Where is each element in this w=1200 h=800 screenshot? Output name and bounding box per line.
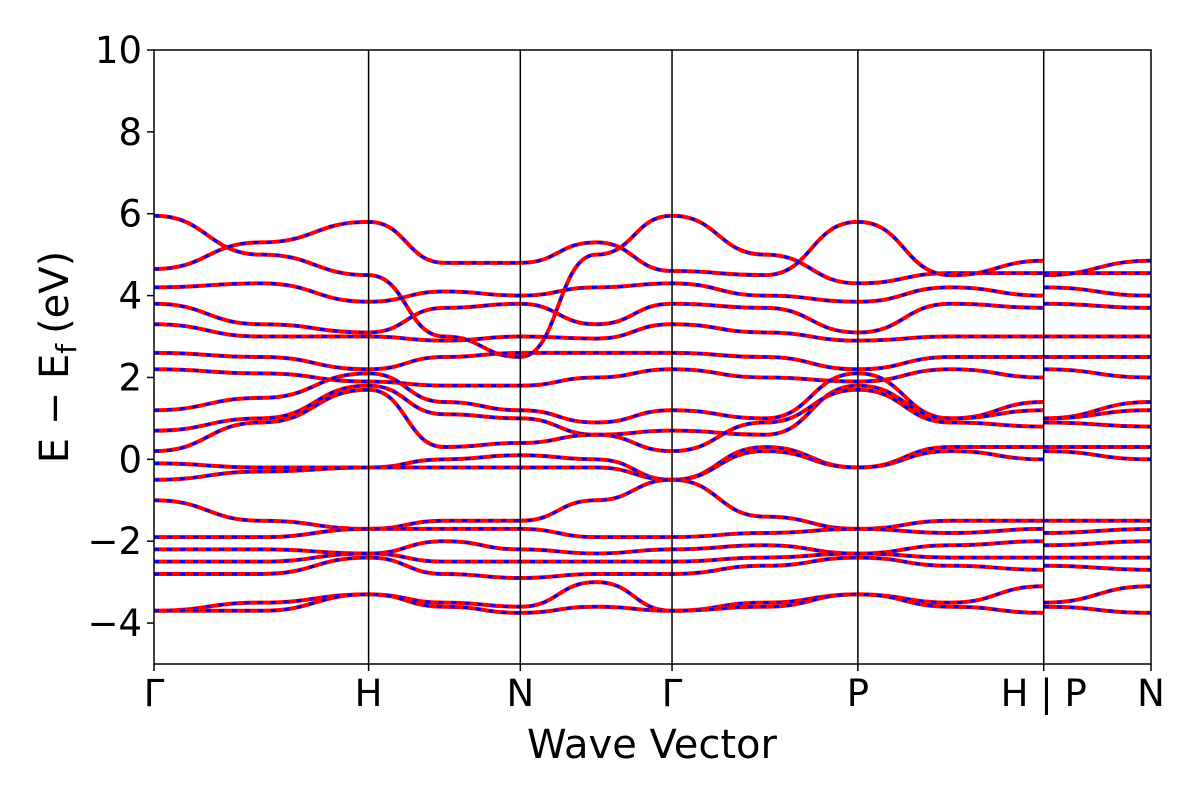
x-tick-label: N xyxy=(1137,672,1165,715)
y-tick-label: −4 xyxy=(87,602,142,645)
band-blue-14-1 xyxy=(1043,539,1152,547)
band-red-1-0 xyxy=(153,219,1044,278)
band-blue-2-1 xyxy=(1043,285,1152,298)
y-tick-label: 2 xyxy=(118,356,142,399)
band-blue-16-1 xyxy=(1043,564,1152,572)
bands-layer xyxy=(153,213,1152,615)
band-blue-6-1 xyxy=(1043,367,1152,379)
band-red-12-0 xyxy=(153,477,1044,531)
band-blue-15-0 xyxy=(154,551,1044,564)
y-ticks: −4 −2 0 2 4 6 8 10 xyxy=(87,29,154,645)
band-blue-3-0 xyxy=(153,302,1044,334)
plot-frame xyxy=(153,49,1152,665)
band-blue-0-0 xyxy=(153,214,1044,359)
y-axis-title: E − Ef (eV) xyxy=(32,251,83,464)
y-tick-label: 8 xyxy=(118,111,142,154)
x-tick-label: H xyxy=(355,672,383,715)
band-blue-7-0 xyxy=(153,371,1044,424)
band-blue-6-0 xyxy=(153,367,1044,388)
band-blue-18-0 xyxy=(153,592,1044,615)
x-tick-label: Γ xyxy=(662,672,683,715)
band-blue-18-1 xyxy=(1043,605,1152,615)
kpoint-lines xyxy=(367,50,1045,664)
x-tick-label: N xyxy=(506,672,534,715)
x-axis-title: Wave Vector xyxy=(527,722,778,768)
band-blue-17-1 xyxy=(1043,584,1152,605)
band-blue-2-0 xyxy=(153,281,1044,304)
x-tick-label: H | P xyxy=(1001,672,1087,715)
band-blue-14-0 xyxy=(154,539,1044,555)
band-blue-11-0 xyxy=(153,449,1044,482)
band-blue-5-0 xyxy=(153,351,1044,371)
y-tick-label: 0 xyxy=(118,438,142,481)
y-axis-title-unit: (eV) xyxy=(32,251,78,334)
band-blue-12-0 xyxy=(153,478,1044,531)
y-tick-label: −2 xyxy=(87,520,142,563)
y-tick-label: 4 xyxy=(118,275,142,318)
y-tick-label: 10 xyxy=(95,29,142,72)
band-red-3-0 xyxy=(153,301,1044,335)
band-blue-13-1 xyxy=(1043,527,1152,535)
band-blue-11-1 xyxy=(1043,449,1152,461)
band-red-6-0 xyxy=(153,367,1044,388)
y-axis-title-main: E − E xyxy=(32,354,78,464)
band-blue-8-1 xyxy=(1043,408,1152,420)
band-red-11-0 xyxy=(153,449,1044,482)
band-blue-13-0 xyxy=(153,527,1044,539)
band-blue-16-0 xyxy=(154,556,1044,580)
y-tick-label: 6 xyxy=(118,193,142,236)
band-blue-1-1 xyxy=(1043,259,1152,277)
band-red-4-0 xyxy=(153,322,1044,343)
x-tick-label: Γ xyxy=(144,672,165,715)
band-blue-3-1 xyxy=(1043,302,1152,310)
band-red-14-0 xyxy=(154,539,1044,556)
band-red-5-0 xyxy=(153,350,1044,372)
band-red-9-0 xyxy=(153,387,1044,454)
band-blue-10-0 xyxy=(153,445,1044,482)
x-ticks: Γ H N Γ P H | P N xyxy=(144,664,1165,715)
y-axis-title-sub: f xyxy=(50,343,83,354)
band-red-10-0 xyxy=(153,445,1044,482)
x-tick-label: P xyxy=(847,672,869,715)
band-blue-9-1 xyxy=(1043,420,1152,429)
band-blue-1-0 xyxy=(153,220,1044,277)
